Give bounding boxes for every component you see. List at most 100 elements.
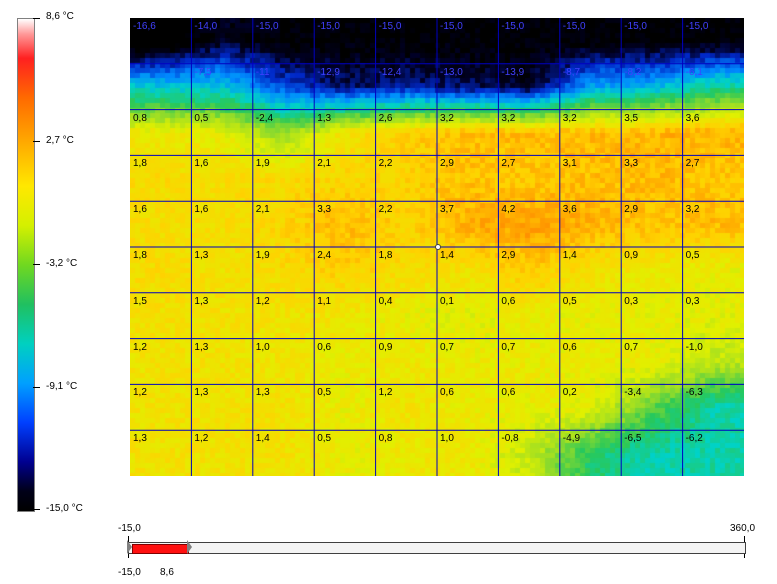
cell-temperature-label: -3,4: [624, 387, 642, 399]
cell-temperature-label: -2,4: [255, 112, 274, 124]
cell-temperature-label: 1,6: [194, 204, 209, 216]
cell-temperature-label: -15,0: [255, 21, 279, 32]
cell-temperature-label: 1,9: [255, 250, 270, 261]
cell-temperature-label: 2,9: [501, 250, 516, 261]
cell-temperature-label: 1,4: [440, 250, 454, 261]
cell-temperature-label: 0,3: [685, 295, 700, 307]
cell-temperature-label: 1,2: [133, 341, 147, 353]
cell-temperature-label: -14,0: [194, 21, 218, 32]
cell-temperature-label: 0,5: [685, 250, 700, 261]
cell-temperature-label: 2,1: [317, 158, 332, 170]
cell-temperature-label: 1,0: [255, 341, 270, 353]
cell-temperature-label: 0,9: [624, 250, 639, 261]
cell-temperature-label: -16,6: [133, 21, 156, 32]
cell-temperature-label: 3,3: [624, 158, 639, 170]
thermal-image[interactable]: -16,6 -14,0 -15,0 -15,0 -15,0 -15,0 -15,0 -15,0…: [130, 18, 744, 476]
range-handle-high[interactable]: [186, 540, 192, 554]
cell-temperature-label: 1,8: [133, 158, 147, 170]
cell-temperature-label: -13,0: [440, 66, 463, 78]
cell-temperature-label: 3,5: [624, 112, 639, 124]
cell-temperature-label: -7,5: [194, 66, 212, 78]
cell-temperature-label: 0,6: [562, 341, 577, 353]
cell-temperature-label: 0,6: [440, 387, 454, 399]
cell-temperature-label: -15,0: [440, 21, 463, 32]
cell-temperature-label: 1,3: [317, 112, 332, 124]
cell-temperature-label: 1,2: [378, 387, 393, 399]
cell-temperature-label: -11: [255, 66, 270, 78]
scale-label-4: -9,1 °C: [46, 381, 78, 392]
cell-temperature-label: -15,0: [624, 21, 647, 32]
cell-temperature-label: 4,2: [501, 204, 516, 216]
cell-temperature-label: 0,6: [317, 341, 332, 353]
cell-temperature-label: 3,2: [501, 112, 516, 124]
cell-temperature-label: -15,0: [317, 21, 340, 32]
scale-tick: [33, 387, 40, 388]
color-scale-bar: [17, 18, 35, 512]
cell-temperature-label: 2,7: [501, 158, 516, 170]
cell-temperature-label: -6,3: [685, 387, 703, 399]
range-handle-low[interactable]: [127, 540, 132, 554]
cell-temperature-label: 1,3: [194, 341, 209, 353]
cell-temperature-label: 1,6: [194, 158, 209, 170]
cell-temperature-label: 0,9: [378, 341, 393, 353]
range-low-value: -15,0: [118, 567, 141, 578]
cell-temperature-label: 2,7: [685, 158, 700, 170]
cell-temperature-label: 1,4: [562, 250, 577, 261]
cell-temperature-label: -15,0: [685, 21, 709, 32]
cell-temperature-label: 1,3: [133, 433, 147, 445]
cell-temperature-label: 0,7: [624, 341, 639, 353]
cell-temperature-label: 0,8: [133, 112, 147, 124]
cell-temperature-label: 0,5: [317, 387, 332, 399]
cell-temperature-label: 2,2: [378, 204, 393, 216]
range-end-label: 360,0: [730, 523, 756, 534]
cell-temperature-label: 1,2: [133, 387, 147, 399]
cell-temperature-label: 0,6: [501, 295, 516, 307]
cell-temperature-label: 2,9: [624, 204, 639, 216]
cell-temperature-label: 1,6: [133, 204, 147, 216]
scale-tick: [33, 264, 40, 265]
cell-temperature-label: 2,1: [255, 204, 270, 216]
cell-temperature-label: -1,0: [685, 341, 703, 353]
scale-tick: [33, 509, 40, 510]
cell-temperature-label: 1,5: [133, 295, 147, 307]
cell-temperature-label: 1,1: [317, 295, 332, 307]
scale-label-min: -15,0 °C: [46, 503, 83, 514]
cell-temperature-label: 1,0: [440, 433, 454, 445]
cell-temperature-label: 0,7: [501, 341, 516, 353]
cell-temperature-label: 0,5: [317, 433, 332, 445]
cell-temperature-label: 1,8: [378, 250, 393, 261]
cell-temperature-label: 1,3: [194, 250, 209, 261]
range-slider-track[interactable]: [128, 542, 746, 554]
cell-temperature-label: 2,9: [440, 158, 454, 170]
cell-temperature-label: 3,3: [317, 204, 332, 216]
cell-temperature-label: -12,4: [378, 66, 402, 78]
cell-temperature-label: 3,2: [685, 204, 700, 216]
cell-temperature-label: 0,6: [501, 387, 516, 399]
cell-temperature-label: 0,5: [194, 112, 209, 124]
cell-temperature-label: 2,6: [378, 112, 393, 124]
cell-temperature-label: -6,5: [624, 433, 642, 445]
cell-temperature-label: -8,2: [624, 66, 642, 78]
cell-temperature-label: -15,0: [562, 21, 586, 32]
cell-temperature-label: -6,1: [685, 66, 703, 78]
cell-temperature-label: 1,4: [255, 433, 270, 445]
grid-value-labels: -16,6 -14,0 -15,0 -15,0 -15,0 -15,0 -15,0 -15,0…: [130, 18, 744, 476]
scale-label-max: 8,6 °C: [46, 11, 74, 22]
cell-temperature-label: -15,0: [378, 21, 402, 32]
cell-temperature-label: 3,2: [562, 112, 577, 124]
scale-label-2: 2,7 °C: [46, 135, 74, 146]
cell-temperature-label: 0,1: [440, 295, 454, 307]
cell-temperature-label: 1,2: [194, 433, 209, 445]
scale-label-3: -3,2 °C: [46, 258, 78, 269]
cell-temperature-label: -8,7: [562, 66, 581, 78]
cell-temperature-label: 0,2: [562, 387, 577, 399]
range-high-value: 8,6: [160, 567, 174, 578]
cell-temperature-label: 1,9: [255, 158, 270, 170]
scale-tick: [33, 141, 40, 142]
crosshair-icon: [435, 244, 441, 250]
cell-temperature-label: -15,0: [501, 21, 525, 32]
range-slider-selection[interactable]: [132, 544, 189, 554]
cell-temperature-label: 0,8: [378, 433, 393, 445]
cell-temperature-label: 0,3: [624, 295, 639, 307]
cell-temperature-label: 1,2: [255, 295, 270, 307]
